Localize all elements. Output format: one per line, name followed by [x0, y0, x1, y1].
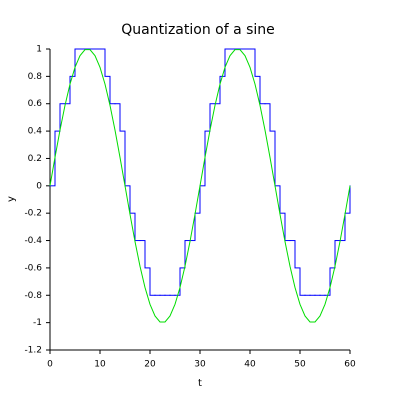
- y-tick-label: -0.2: [24, 209, 42, 219]
- x-tick-label: 10: [94, 360, 106, 370]
- y-tick-label: 0.4: [28, 127, 43, 137]
- y-tick-label: 0.6: [28, 99, 43, 109]
- x-tick-label: 0: [47, 360, 53, 370]
- y-tick-label: -1.2: [24, 346, 42, 356]
- x-tick-label: 20: [144, 360, 156, 370]
- x-axis-label: t: [198, 378, 202, 389]
- x-tick-label: 30: [194, 360, 206, 370]
- y-axis-label: y: [6, 196, 17, 202]
- y-tick-label: 0: [36, 181, 42, 191]
- y-tick-label: 0.8: [28, 72, 43, 82]
- x-tick-label: 50: [294, 360, 306, 370]
- x-tick-label: 40: [244, 360, 256, 370]
- y-tick-label: 1: [36, 45, 42, 55]
- y-tick-label: -1: [33, 318, 42, 328]
- x-tick-label: 60: [344, 360, 356, 370]
- sine-line: [49, 49, 351, 323]
- chart-title: Quantization of a sine: [121, 22, 275, 38]
- y-tick-label: 0.2: [28, 154, 42, 164]
- y-tick-label: -0.6: [24, 263, 42, 273]
- y-tick-label: -0.4: [24, 236, 42, 246]
- y-tick-label: -0.8: [24, 291, 42, 301]
